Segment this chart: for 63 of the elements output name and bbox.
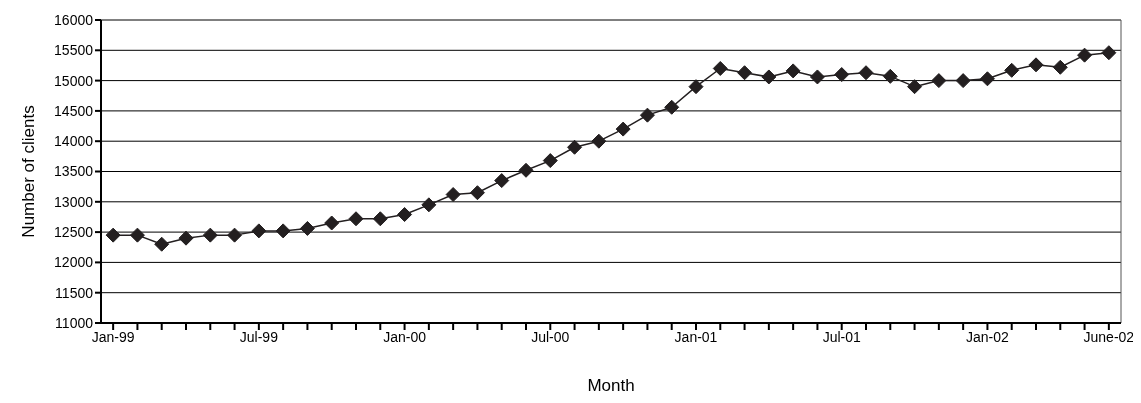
y-tick-label: 13000 <box>54 193 94 210</box>
point <box>542 153 558 169</box>
point <box>639 107 655 123</box>
x-tick-label: Jan-02 <box>966 328 1010 345</box>
point <box>1004 62 1020 78</box>
point <box>858 65 874 81</box>
point <box>567 139 583 155</box>
point <box>591 133 607 149</box>
point <box>518 162 534 178</box>
point <box>931 73 947 89</box>
point <box>275 223 291 239</box>
point <box>372 211 388 227</box>
point <box>178 230 194 246</box>
y-tick-label: 14000 <box>54 133 94 150</box>
point <box>105 227 121 243</box>
x-tick-label: Jan-01 <box>674 328 718 345</box>
point <box>445 187 461 203</box>
y-tick-label: 12000 <box>54 254 94 271</box>
y-tick-label: 11000 <box>55 314 94 331</box>
point <box>737 65 753 81</box>
point <box>688 79 704 95</box>
point <box>227 227 243 243</box>
y-tick-label: 12500 <box>54 224 94 241</box>
point <box>712 60 728 76</box>
y-axis-title: Number of clients <box>19 105 39 238</box>
x-tick-label: Jul-01 <box>822 328 861 345</box>
point <box>251 223 267 239</box>
point <box>761 69 777 85</box>
x-tick-label: June-02 <box>1083 328 1135 345</box>
point <box>1077 47 1093 63</box>
y-tick-label: 13500 <box>54 163 94 180</box>
x-tick-label: Jan-00 <box>383 328 427 345</box>
y-tick-label: 16000 <box>54 11 94 28</box>
point <box>1028 57 1044 73</box>
x-tick-label: Jul-99 <box>239 328 279 345</box>
x-axis-title: Month <box>587 376 635 396</box>
point <box>202 227 218 243</box>
point <box>907 79 923 95</box>
point <box>834 67 850 83</box>
point <box>154 236 170 252</box>
y-tick-label: 11500 <box>55 284 94 301</box>
point <box>1052 59 1068 75</box>
point <box>615 121 631 137</box>
point <box>494 173 510 189</box>
point <box>324 215 340 231</box>
point <box>979 71 995 87</box>
x-tick-label: Jul-00 <box>531 328 570 345</box>
point <box>299 220 315 236</box>
point <box>469 185 485 201</box>
y-tick-label: 15500 <box>54 42 94 59</box>
point <box>785 63 801 79</box>
y-tick-label: 14500 <box>54 102 94 119</box>
point <box>664 99 680 115</box>
x-tick-label: Jan-99 <box>91 328 135 345</box>
point <box>882 68 898 84</box>
point <box>1101 45 1117 61</box>
point <box>421 197 437 213</box>
point <box>955 73 971 89</box>
y-tick-label: 15000 <box>54 72 94 89</box>
point <box>348 211 364 227</box>
point <box>809 69 825 85</box>
point <box>397 207 413 223</box>
point <box>129 227 145 243</box>
